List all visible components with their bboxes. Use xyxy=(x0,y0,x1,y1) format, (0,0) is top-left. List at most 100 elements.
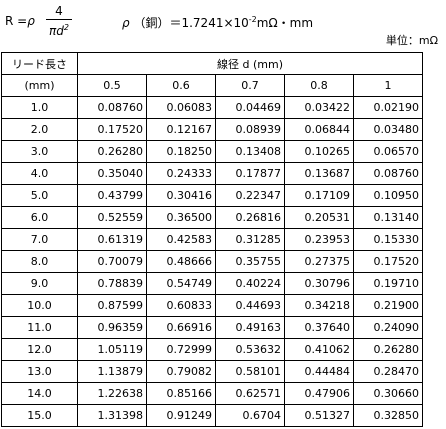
resistance-value-cell: 0.52559 xyxy=(77,206,147,229)
table-row: 1.0 0.08760 0.06083 0.04469 0.03422 0.02190 xyxy=(1,96,423,119)
resistance-value-cell: 0.10950 xyxy=(353,184,423,207)
resistance-value-cell: 1.05119 xyxy=(77,338,147,361)
wire-diameter-header: 線径 d (mm) xyxy=(77,52,423,75)
resistance-value-cell: 0.17520 xyxy=(77,118,147,141)
fraction-bar xyxy=(46,19,72,20)
resistance-value-cell: 0.10265 xyxy=(284,140,354,163)
resistance-value-cell: 0.40224 xyxy=(215,272,285,295)
lead-length-cell: 7.0 xyxy=(1,228,78,251)
resistance-value-cell: 0.34218 xyxy=(284,294,354,317)
resistance-value-cell: 0.44693 xyxy=(215,294,285,317)
resistance-value-cell: 0.54749 xyxy=(146,272,216,295)
lead-length-cell: 3.0 xyxy=(1,140,78,163)
resistance-value-cell: 0.03480 xyxy=(353,118,423,141)
lead-length-cell: 8.0 xyxy=(1,250,78,273)
resistance-value-cell: 0.24090 xyxy=(353,316,423,339)
lead-length-cell: 13.0 xyxy=(1,360,78,383)
resistance-value-cell: 1.22638 xyxy=(77,382,147,405)
resistance-value-cell: 0.72999 xyxy=(146,338,216,361)
resistance-value-cell: 1.31398 xyxy=(77,404,147,427)
resistance-value-cell: 0.13140 xyxy=(353,206,423,229)
resistance-value-cell: 0.21900 xyxy=(353,294,423,317)
resistance-value-cell: 0.62571 xyxy=(215,382,285,405)
resistance-value-cell: 0.85166 xyxy=(146,382,216,405)
resistance-value-cell: 0.02190 xyxy=(353,96,423,119)
resistance-value-cell: 0.26280 xyxy=(353,338,423,361)
resistance-value-cell: 0.42583 xyxy=(146,228,216,251)
resistance-value-cell: 0.20531 xyxy=(284,206,354,229)
resistance-value-cell: 0.70079 xyxy=(77,250,147,273)
resistance-value-cell: 0.06083 xyxy=(146,96,216,119)
resistance-value-cell: 0.60833 xyxy=(146,294,216,317)
table-row: 15.0 1.31398 0.91249 0.6704 0.51327 0.32850 xyxy=(1,404,423,427)
resistance-value-cell: 0.87599 xyxy=(77,294,147,317)
resistance-value-cell: 0.36500 xyxy=(146,206,216,229)
lead-length-unit: (mm) xyxy=(1,74,78,97)
resistance-value-cell: 0.49163 xyxy=(215,316,285,339)
lead-length-cell: 10.0 xyxy=(1,294,78,317)
lead-length-cell: 6.0 xyxy=(1,206,78,229)
table-row: 14.0 1.22638 0.85166 0.62571 0.47906 0.30660 xyxy=(1,382,423,405)
resistance-value-cell: 0.23953 xyxy=(284,228,354,251)
resistance-value-cell: 0.06570 xyxy=(353,140,423,163)
table-row: 3.0 0.26280 0.18250 0.13408 0.10265 0.06570 xyxy=(1,140,423,163)
resistance-value-cell: 0.27375 xyxy=(284,250,354,273)
resistance-value-cell: 0.15330 xyxy=(353,228,423,251)
resistance-value-cell: 0.79082 xyxy=(146,360,216,383)
diameter-col-header: 0.5 xyxy=(77,74,147,97)
resistance-value-cell: 0.13408 xyxy=(215,140,285,163)
rho-symbol: ρ xyxy=(122,16,130,30)
resistance-value-cell: 0.03422 xyxy=(284,96,354,119)
table-row: 6.0 0.52559 0.36500 0.26816 0.20531 0.13140 xyxy=(1,206,423,229)
resistance-value-cell: 0.43799 xyxy=(77,184,147,207)
table-row: 12.0 1.05119 0.72999 0.53632 0.41062 0.26280 xyxy=(1,338,423,361)
resistance-value-cell: 0.19710 xyxy=(353,272,423,295)
lead-length-cell: 15.0 xyxy=(1,404,78,427)
resistance-value-cell: 0.30416 xyxy=(146,184,216,207)
lead-length-cell: 9.0 xyxy=(1,272,78,295)
resistance-value-cell: 0.53632 xyxy=(215,338,285,361)
resistance-value-cell: 0.31285 xyxy=(215,228,285,251)
resistance-value-cell: 0.08760 xyxy=(77,96,147,119)
formula-lhs: R =ρ xyxy=(5,14,35,28)
resistance-value-cell: 0.35040 xyxy=(77,162,147,185)
resistance-value-cell: 0.17520 xyxy=(353,250,423,273)
diameter-col-header: 0.6 xyxy=(146,74,216,97)
resistance-value-cell: 0.08760 xyxy=(353,162,423,185)
resistance-value-cell: 0.35755 xyxy=(215,250,285,273)
lead-length-cell: 1.0 xyxy=(1,96,78,119)
resistance-value-cell: 0.18250 xyxy=(146,140,216,163)
resistance-value-cell: 0.12167 xyxy=(146,118,216,141)
resistance-value-cell: 0.61319 xyxy=(77,228,147,251)
table-body: 1.0 0.08760 0.06083 0.04469 0.03422 0.02190 2.… xyxy=(1,96,423,427)
resistance-value-cell: 0.26280 xyxy=(77,140,147,163)
table-row: 2.0 0.17520 0.12167 0.08939 0.06844 0.03480 xyxy=(1,118,423,141)
resistance-value-cell: 0.17877 xyxy=(215,162,285,185)
table-row: 8.0 0.70079 0.48666 0.35755 0.27375 0.17520 xyxy=(1,250,423,273)
resistance-value-cell: 0.66916 xyxy=(146,316,216,339)
unit-label: 単位：mΩ xyxy=(385,34,438,47)
rho-value: ＝1.7241×10 xyxy=(169,16,249,30)
resistance-value-cell: 0.47906 xyxy=(284,382,354,405)
lead-length-cell: 11.0 xyxy=(1,316,78,339)
resistance-value-cell: 0.58101 xyxy=(215,360,285,383)
resistance-value-cell: 0.08939 xyxy=(215,118,285,141)
resistance-value-cell: 0.96359 xyxy=(77,316,147,339)
resistance-value-cell: 0.32850 xyxy=(353,404,423,427)
table-row: 10.0 0.87599 0.60833 0.44693 0.34218 0.21900 xyxy=(1,294,423,317)
resistance-value-cell: 0.24333 xyxy=(146,162,216,185)
lead-length-header: リード長さ xyxy=(1,52,78,75)
table-row: 11.0 0.96359 0.66916 0.49163 0.37640 0.24090 xyxy=(1,316,423,339)
lead-length-cell: 5.0 xyxy=(1,184,78,207)
table-row: 7.0 0.61319 0.42583 0.31285 0.23953 0.15330 xyxy=(1,228,423,251)
resistance-value-cell: 0.26816 xyxy=(215,206,285,229)
table-row: 13.0 1.13879 0.79082 0.58101 0.44484 0.28470 xyxy=(1,360,423,383)
resistance-value-cell: 1.13879 xyxy=(77,360,147,383)
resistance-value-cell: 0.91249 xyxy=(146,404,216,427)
resistance-value-cell: 0.13687 xyxy=(284,162,354,185)
diameter-col-header: 0.7 xyxy=(215,74,285,97)
formula-fraction: 4 πd2 xyxy=(46,4,72,38)
rho-exponent: -2 xyxy=(248,15,257,24)
resistance-value-cell: 0.41062 xyxy=(284,338,354,361)
lead-length-cell: 12.0 xyxy=(1,338,78,361)
